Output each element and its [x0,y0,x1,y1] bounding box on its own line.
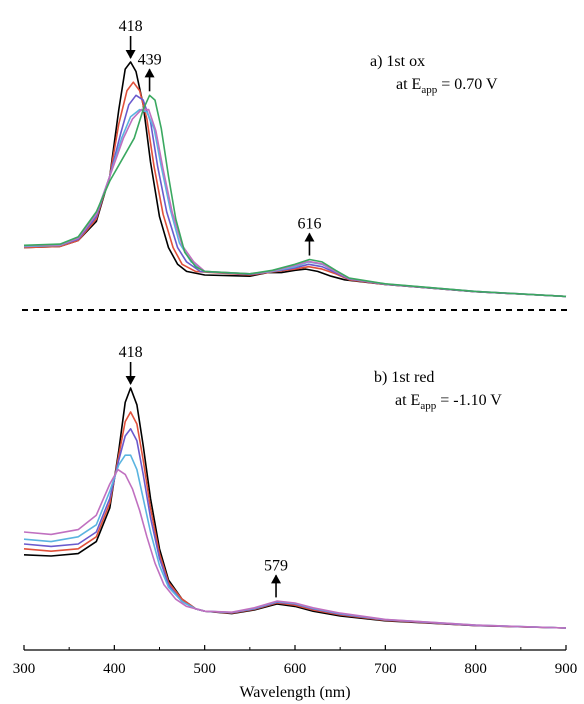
annotation-arrow-head [125,50,136,59]
annotation-arrow-head [144,68,155,78]
panel-a-annotation-439: 439 [138,51,162,92]
annotation-label: 616 [297,216,321,233]
panel-b-condition-value: = -1.10 V [436,392,502,409]
panel-a-condition-subscript: app [421,84,437,96]
x-ticks: 300 400 500 600 700 800 900 [13,645,578,677]
panel-a-condition: at Eapp = 0.70 V [396,76,498,96]
annotation-arrow-head [271,574,282,584]
panel-b-condition-subscript: app [420,400,436,412]
panel-b-condition-prefix: at E [395,392,420,409]
panel-b-title: b) 1st red [374,369,434,386]
x-axis-label: Wavelength (nm) [239,684,350,701]
annotation-label: 439 [138,51,162,68]
annotation-arrow-head [304,232,315,242]
x-tick-label: 300 [13,661,36,677]
x-tick-label: 500 [193,661,216,677]
x-tick-label: 600 [284,661,307,677]
x-axis: 300 400 500 600 700 800 900 Wavelength (nm) [13,645,578,701]
panel-b-series-4 [23,454,567,629]
annotation-label: 418 [119,344,143,361]
annotation-label: 418 [119,18,143,35]
panel-a-series-6 [23,94,567,298]
panel-b-condition: at Eapp = -1.10 V [395,392,502,412]
x-tick-label: 400 [103,661,126,677]
panel-a-condition-prefix: at E [396,76,421,93]
annotation-label: 579 [264,557,288,574]
panel-b-series-3 [23,428,567,629]
panel-b-annotation-579: 579 [264,557,288,598]
panel-a-condition-value: = 0.70 V [437,76,498,93]
panel-a-title: a) 1st ox [370,53,425,70]
x-tick-label: 700 [374,661,397,677]
panel-b-plot: 418 579 [23,344,567,629]
panel-b-series-5 [23,468,567,629]
panel-b-annotation-418: 418 [119,344,143,385]
panel-a-plot: 418 439 616 [23,18,567,298]
panel-a-series-1 [23,61,567,298]
panel-a-annotation-616: 616 [297,216,321,256]
annotation-arrow-head [125,376,136,385]
x-tick-label: 900 [555,661,578,677]
x-tick-label: 800 [464,661,487,677]
panel-a-annotation-418: 418 [119,18,143,59]
